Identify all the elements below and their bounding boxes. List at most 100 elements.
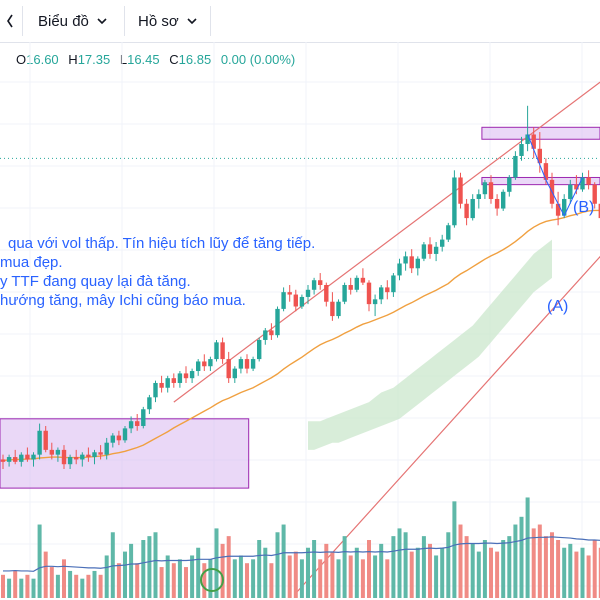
volume-bar	[501, 540, 506, 598]
candle-body	[433, 246, 439, 254]
ohlc-legend: O16.60 H17.35 L16.45 C16.85 0.00 (0.00%)	[16, 52, 301, 67]
candle-body	[555, 203, 561, 216]
candle-body	[287, 292, 292, 295]
open-value: 16.60	[26, 52, 59, 67]
upper-channel-line	[173, 81, 600, 403]
volume-bar	[324, 543, 329, 598]
candle-body	[37, 430, 42, 455]
candle-body	[189, 371, 195, 379]
volume-bar	[525, 497, 530, 598]
back-arrow-icon[interactable]	[0, 0, 20, 42]
close-key: C	[169, 52, 179, 67]
volume-bar	[92, 570, 97, 598]
chart-menu-button[interactable]: Biểu đồ	[38, 0, 107, 42]
candle-body	[562, 198, 567, 216]
volume-bar	[202, 563, 207, 598]
profile-menu-label: Hồ sơ	[138, 12, 179, 30]
volume-bar	[281, 524, 286, 598]
volume-bar	[397, 528, 402, 598]
candle-body	[397, 263, 402, 276]
volume-bar	[135, 563, 140, 598]
candle-body	[385, 287, 390, 293]
candle-body	[299, 296, 305, 307]
volume-bar	[440, 547, 445, 598]
volume-bar	[25, 574, 30, 598]
candle-body	[220, 342, 225, 360]
volume-bar	[129, 543, 134, 598]
volume-bar	[403, 532, 408, 598]
candle-body	[19, 454, 24, 462]
candle-body	[305, 289, 311, 297]
volume-bar	[37, 524, 42, 598]
volume-bar	[513, 524, 518, 598]
volume-bar	[104, 555, 109, 598]
volume-bar	[269, 563, 274, 598]
candle-body	[257, 339, 262, 360]
volume-bar	[446, 532, 451, 598]
candle-body	[366, 282, 372, 305]
analysis-notes: qua với vol thấp. Tín hiệu tích lũy để t…	[0, 234, 315, 310]
close-value: 16.85	[178, 52, 212, 67]
volume-bar	[312, 540, 317, 598]
volume-bar	[257, 540, 262, 598]
wave-label-a: (A)	[547, 298, 569, 315]
volume-bar	[458, 524, 463, 598]
volume-bar	[238, 555, 243, 598]
wave-label-b: (B)	[573, 199, 595, 216]
lower-channel-line	[295, 255, 600, 594]
wave-connector-line	[527, 134, 583, 217]
volume-bar	[86, 574, 91, 598]
candle-body	[128, 421, 134, 429]
candle-body	[458, 177, 463, 204]
candle-body	[61, 449, 67, 465]
volume-bar	[519, 516, 524, 598]
volume-bar	[537, 524, 542, 598]
candle-body	[208, 359, 213, 367]
top-toolbar: Biểu đồ Hồ sơ	[0, 0, 600, 43]
chart-menu-label: Biểu đồ	[38, 12, 89, 30]
profile-menu-button[interactable]: Hồ sơ	[138, 0, 197, 42]
candle-body	[464, 203, 469, 219]
volume-bar	[7, 578, 12, 598]
volume-bar	[568, 543, 573, 598]
volume-bar	[299, 559, 304, 598]
volume-bar	[141, 540, 146, 598]
candle-body	[372, 299, 378, 305]
resistance-zone-upper	[481, 126, 600, 140]
candle-body	[116, 435, 122, 441]
volume-bar	[580, 547, 585, 598]
volume-bar	[1, 574, 5, 598]
candle-body	[293, 294, 298, 307]
volume-bar	[159, 567, 164, 598]
note-line: hướng tăng, mây Ichi cũng báo mua.	[0, 292, 246, 309]
volume-bar	[550, 532, 554, 598]
low-value: 16.45	[127, 52, 160, 67]
volume-bar	[495, 551, 500, 598]
volume-bar	[49, 567, 54, 598]
candle-body	[159, 382, 164, 388]
candle-body	[80, 454, 85, 460]
candle-body	[49, 449, 54, 455]
candle-body	[494, 198, 500, 209]
volume-bar	[428, 543, 432, 598]
candle-body	[55, 449, 61, 455]
candle-body	[427, 244, 433, 254]
volume-bar	[336, 559, 341, 598]
volume-ma-line	[3, 536, 600, 572]
volume-bar	[330, 551, 335, 598]
volume-bar	[409, 551, 414, 598]
volume-bar	[74, 574, 79, 598]
price-chart[interactable]	[0, 42, 600, 600]
volume-bar	[31, 578, 36, 598]
toolbar-divider	[124, 6, 125, 36]
candle-body	[177, 373, 183, 383]
volume-bar	[482, 540, 487, 598]
toolbar-divider	[210, 6, 211, 36]
candle-body	[403, 256, 408, 264]
candle-body	[379, 287, 384, 300]
volume-bar	[586, 555, 591, 598]
price-ma-line	[2, 209, 600, 462]
candle-body	[281, 292, 286, 309]
candle-body	[226, 359, 231, 379]
candle-body	[409, 256, 414, 269]
